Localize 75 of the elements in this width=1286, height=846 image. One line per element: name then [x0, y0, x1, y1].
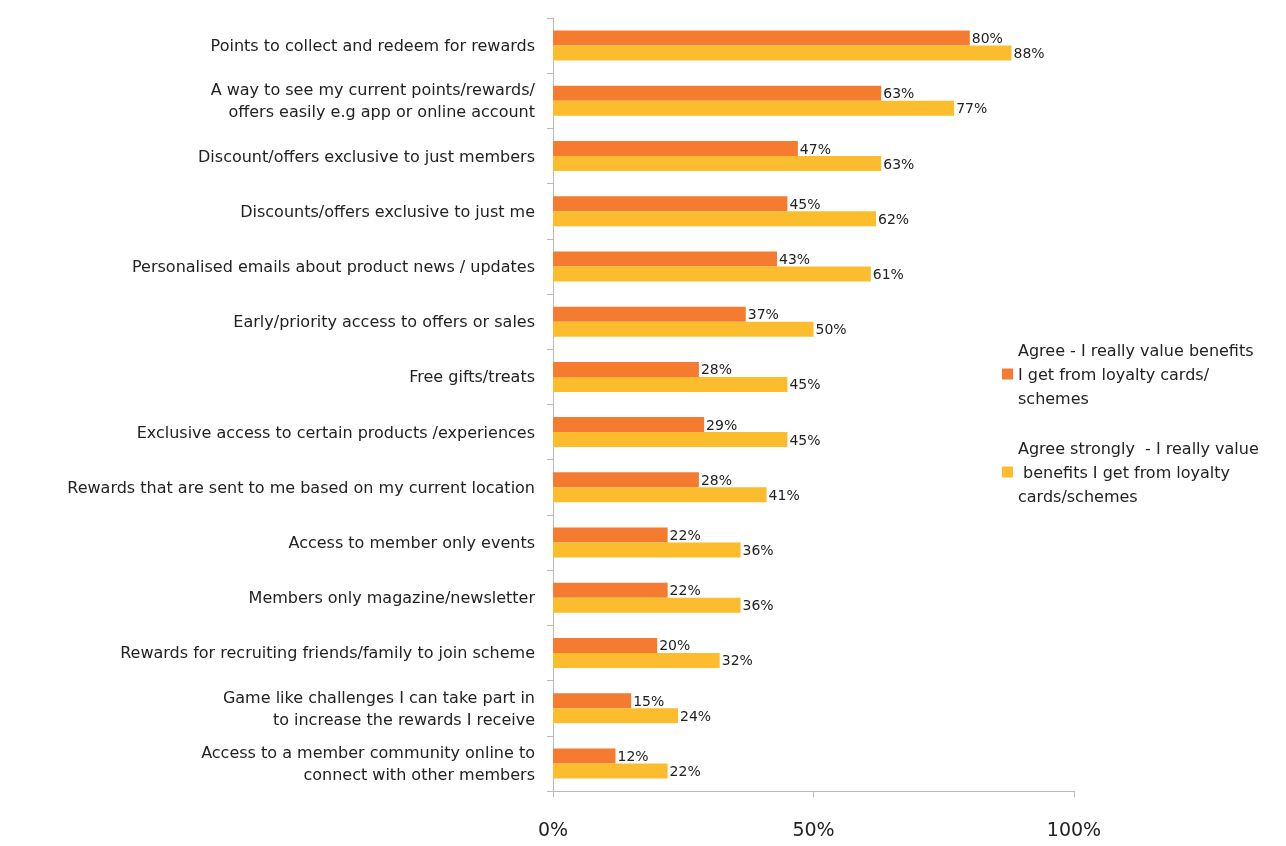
y-tick-label: Points to collect and redeem for rewards	[210, 36, 535, 56]
y-tick-label: A way to see my current points/rewards/ offers easily e.g app or online account	[210, 80, 536, 122]
data-label: 45%	[789, 195, 821, 212]
y-tick-label: Rewards for recruiting friends/family to join scheme	[120, 643, 535, 663]
bar	[553, 266, 871, 282]
bar	[553, 141, 798, 157]
x-tick-label: 100%	[1046, 817, 1102, 840]
data-label: 47%	[799, 140, 831, 157]
data-label: 45%	[789, 431, 821, 448]
data-label: 88%	[1013, 45, 1045, 62]
data-label: 22%	[669, 582, 701, 599]
x-tick-label: 0%	[537, 817, 569, 840]
legend-label: Agree - I really value benefits I get from loyalty cards/schemes	[1018, 340, 1259, 408]
bar	[553, 361, 699, 377]
y-tick-label: Rewards that are sent to me based on my current location	[67, 477, 535, 497]
bar	[553, 321, 814, 337]
bar	[553, 45, 1012, 61]
bar	[553, 748, 616, 764]
y-tick-label: Discounts/offers exclusive to just me	[240, 201, 535, 221]
bar	[553, 763, 668, 779]
bar	[553, 472, 699, 488]
bar	[553, 708, 679, 724]
data-label: 22%	[669, 762, 701, 779]
bar	[553, 85, 882, 101]
bar	[553, 582, 668, 598]
data-label: 62%	[878, 210, 910, 227]
x-tick-label: 50%	[792, 817, 835, 840]
y-tick-label: Members only magazine/newsletter	[248, 588, 536, 608]
data-label: 36%	[742, 542, 774, 559]
bar	[553, 597, 741, 613]
data-label: 50%	[815, 321, 847, 338]
y-tick-label: Personalised emails about product news / updates	[132, 256, 535, 276]
bar	[553, 211, 877, 227]
bar	[553, 376, 788, 392]
bar	[553, 527, 668, 543]
bar	[553, 100, 955, 116]
data-label: 63%	[883, 85, 915, 102]
y-tick-label: Free gifts/treats	[409, 367, 535, 387]
data-label: 77%	[956, 100, 988, 117]
bar	[553, 156, 882, 172]
y-tick-label: Game like challenges I can take part in to increase the rewards I receive	[222, 687, 535, 729]
data-label: 41%	[768, 486, 800, 503]
data-label: 61%	[872, 265, 904, 282]
bar	[553, 30, 970, 46]
legend-label: Agree strongly - I really value benefits I get from loyalty cards/schemes	[1018, 438, 1259, 506]
data-label: 20%	[659, 637, 691, 654]
data-label: 32%	[721, 652, 753, 669]
data-label: 43%	[779, 250, 811, 267]
data-label: 37%	[747, 306, 779, 323]
bar	[553, 306, 746, 322]
data-label: 29%	[706, 416, 738, 433]
bar	[553, 432, 788, 448]
bar	[553, 196, 788, 212]
bar	[553, 251, 778, 267]
data-label: 15%	[633, 692, 665, 709]
bar	[553, 487, 767, 503]
data-label: 24%	[680, 707, 712, 724]
y-tick-label: Discount/offers exclusive to just members	[198, 146, 535, 166]
data-label: 22%	[669, 527, 701, 544]
y-tick-label: Exclusive access to certain products /experiences	[136, 422, 535, 442]
data-label: 63%	[883, 155, 915, 172]
y-tick-label: Access to a member community online to connect with other members	[201, 742, 535, 784]
data-label: 36%	[742, 597, 774, 614]
data-label: 28%	[700, 471, 733, 488]
bar	[553, 417, 705, 433]
data-label: 28%	[700, 361, 733, 378]
bar	[553, 637, 658, 653]
y-tick-label: Access to member only events	[288, 533, 535, 553]
data-label: 12%	[617, 747, 649, 764]
bar	[553, 652, 720, 668]
data-label: 45%	[789, 376, 821, 393]
bar	[553, 693, 632, 709]
data-label: 80%	[971, 30, 1003, 47]
bar	[553, 542, 741, 558]
y-tick-label: Early/priority access to offers or sales	[233, 312, 535, 332]
